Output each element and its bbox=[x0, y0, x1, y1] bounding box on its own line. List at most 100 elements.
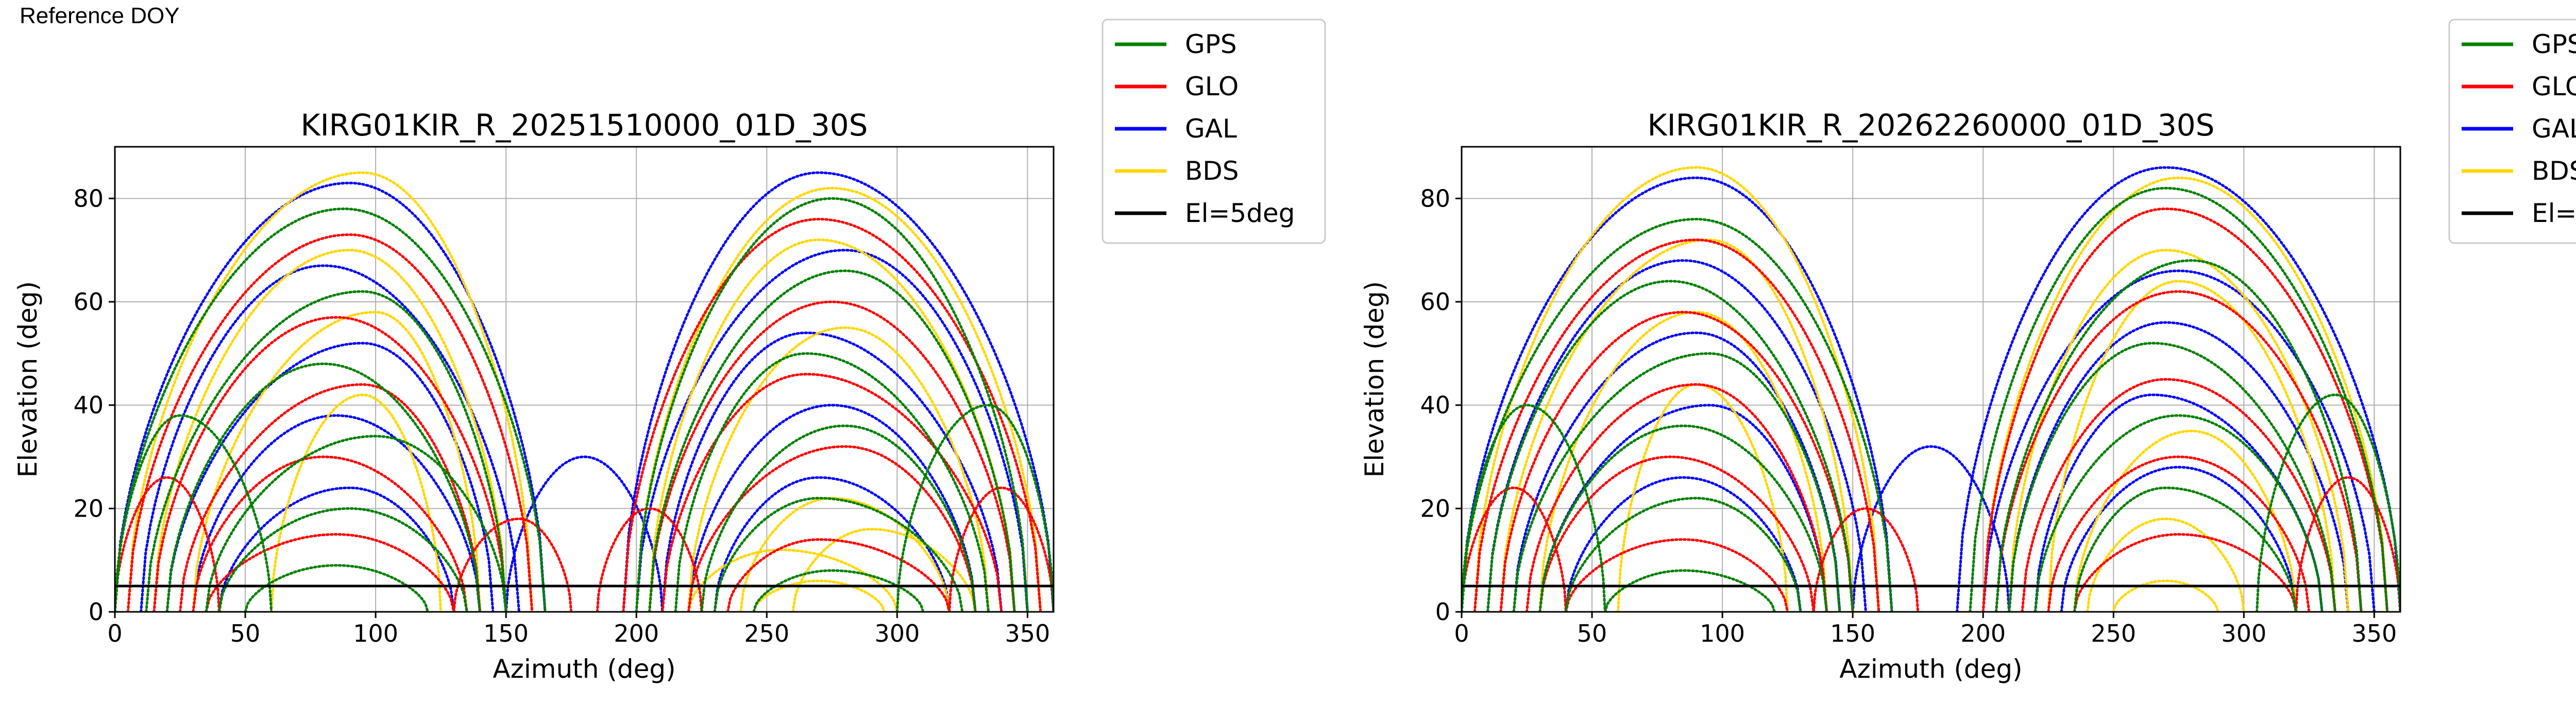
track-bds-1 bbox=[635, 186, 1042, 612]
track-gps-6 bbox=[205, 435, 507, 612]
reference-doy-label: Reference DOY bbox=[20, 3, 180, 28]
track-bds-1 bbox=[1981, 176, 2389, 612]
track-gps-5 bbox=[674, 352, 990, 612]
x-tick-label: 300 bbox=[2221, 620, 2266, 647]
plot-frame bbox=[1461, 146, 2401, 613]
track-gal-2 bbox=[140, 264, 520, 612]
track-bds-0 bbox=[1473, 166, 1880, 612]
track-glo-1 bbox=[622, 217, 1042, 612]
x-tick-label: 150 bbox=[483, 620, 529, 647]
track-bds-4 bbox=[1538, 311, 1828, 612]
track-glo-9 bbox=[2295, 476, 2400, 612]
x-tick-label: 250 bbox=[2091, 620, 2136, 647]
track-bds-5 bbox=[2047, 280, 2336, 612]
legend-label-0: GPS bbox=[1185, 29, 1237, 59]
y-tick-label: 80 bbox=[73, 184, 104, 212]
track-bds-8 bbox=[2086, 517, 2245, 612]
chart-title: KIRG01KIR_R_20251510000_01D_30S bbox=[301, 108, 868, 143]
y-tick-label: 40 bbox=[73, 391, 104, 419]
y-tick-label: 40 bbox=[1420, 391, 1450, 419]
track-gal-8 bbox=[217, 486, 455, 612]
track-bds-2 bbox=[1499, 238, 1854, 612]
x-tick-label: 150 bbox=[1830, 620, 1875, 647]
x-tick-label: 350 bbox=[2351, 620, 2397, 647]
track-gps-3 bbox=[648, 269, 1016, 612]
grid bbox=[114, 147, 1054, 612]
track-gal-0 bbox=[1462, 176, 1893, 612]
track-gps-12 bbox=[244, 564, 429, 612]
track-gal-5 bbox=[661, 331, 1003, 612]
track-glo-6 bbox=[1538, 455, 1815, 612]
track-bds-2 bbox=[152, 249, 507, 612]
track-gps-10 bbox=[115, 414, 273, 612]
track-gps-8 bbox=[1564, 496, 1802, 612]
track-gal-1 bbox=[1956, 166, 2400, 612]
skyplot-panel-2: 0 50 100 150 200 250 300 350 0 20 40 60 80 KIRG01KIR_… bbox=[1360, 19, 2576, 684]
satellite-tracks bbox=[1462, 166, 2400, 612]
track-bds-0 bbox=[126, 171, 534, 612]
track-glo-0 bbox=[126, 233, 534, 612]
y-tick-label: 80 bbox=[1420, 184, 1450, 212]
track-bds-6 bbox=[270, 393, 443, 612]
track-bds-7 bbox=[2073, 430, 2298, 612]
track-gal-4 bbox=[1512, 331, 1841, 612]
track-gps-3 bbox=[1995, 259, 2363, 612]
track-glo-9 bbox=[948, 486, 1054, 612]
x-axis-label: Azimuth (deg) bbox=[493, 654, 675, 684]
track-glo-10 bbox=[205, 533, 455, 612]
track-gps-9 bbox=[713, 496, 964, 612]
track-gps-7 bbox=[2033, 414, 2324, 612]
track-bds-10 bbox=[752, 579, 886, 612]
legend-label-4: El=5deg bbox=[1185, 198, 1295, 228]
track-glo-11 bbox=[2073, 533, 2298, 612]
y-tick-label: 0 bbox=[1435, 598, 1450, 626]
track-glo-6 bbox=[192, 455, 468, 612]
track-gal-1 bbox=[622, 171, 1054, 612]
x-tick-label: 50 bbox=[230, 620, 261, 647]
track-glo-1 bbox=[1981, 207, 2389, 612]
track-gal-8 bbox=[1564, 476, 1802, 612]
track-gps-4 bbox=[1512, 352, 1841, 612]
track-glo-0 bbox=[1473, 238, 1880, 612]
legend-label-2: GAL bbox=[1185, 114, 1237, 144]
y-tick-label: 60 bbox=[1420, 288, 1450, 316]
track-bds-8 bbox=[687, 548, 899, 612]
track-glo-10 bbox=[1564, 538, 1789, 612]
x-tick-label: 200 bbox=[1960, 620, 2006, 647]
track-gps-1 bbox=[1969, 186, 2389, 612]
legend-label-3: BDS bbox=[1185, 156, 1239, 186]
track-bds-4 bbox=[192, 311, 482, 612]
legend-label-4: El=5deg bbox=[2532, 198, 2576, 228]
track-gps-5 bbox=[2008, 341, 2336, 612]
track-gps-9 bbox=[2073, 486, 2298, 612]
x-tick-label: 50 bbox=[1577, 620, 1607, 647]
x-tick-label: 0 bbox=[1454, 620, 1469, 647]
y-tick-label: 20 bbox=[1420, 494, 1450, 522]
y-axis-label: Elevation (deg) bbox=[13, 281, 43, 477]
track-bds-5 bbox=[687, 326, 990, 612]
legend-label-1: GLO bbox=[1185, 72, 1239, 101]
skyplot-panel-1: 0 50 100 150 200 250 300 350 0 20 40 60 80 KIRG01KIR_… bbox=[13, 19, 1326, 684]
track-glo-3 bbox=[1995, 290, 2363, 612]
track-gal-6 bbox=[192, 414, 482, 612]
legend-label-3: BDS bbox=[2532, 156, 2576, 186]
track-gps-11 bbox=[2256, 393, 2400, 612]
track-bds-9 bbox=[2112, 579, 2219, 612]
track-gal-6 bbox=[1538, 404, 1828, 612]
track-glo-2 bbox=[1499, 311, 1854, 612]
track-gps-7 bbox=[700, 424, 977, 612]
track-gps-0 bbox=[1462, 217, 1893, 612]
x-tick-label: 350 bbox=[1005, 620, 1050, 647]
track-gal-2 bbox=[1486, 259, 1867, 612]
y-tick-label: 20 bbox=[73, 494, 104, 522]
track-glo-8 bbox=[115, 476, 221, 612]
track-glo-3 bbox=[648, 300, 1016, 612]
track-glo-7 bbox=[2047, 455, 2311, 612]
x-tick-label: 100 bbox=[1700, 620, 1745, 647]
chart-title: KIRG01KIR_R_20262260000_01D_30S bbox=[1648, 108, 2215, 143]
track-gal-5 bbox=[2008, 321, 2350, 612]
track-gal-10 bbox=[504, 455, 664, 612]
track-gps-1 bbox=[635, 197, 1029, 612]
track-gps-10 bbox=[1462, 404, 1606, 612]
